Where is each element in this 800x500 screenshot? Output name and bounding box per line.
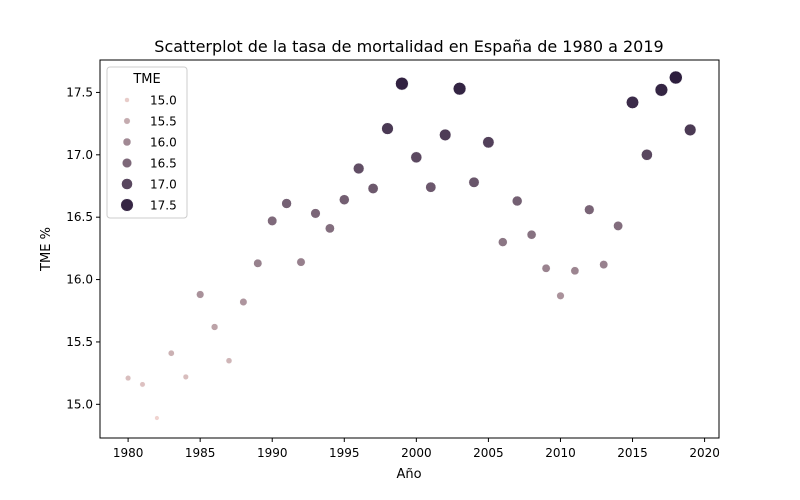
data-point	[167, 349, 175, 357]
x-tick-label: 2000	[401, 446, 432, 460]
data-point	[182, 373, 189, 380]
data-point	[196, 290, 205, 299]
x-tick-label: 2010	[545, 446, 576, 460]
data-point	[425, 181, 437, 193]
y-axis-label: TME %	[39, 227, 54, 272]
data-point	[684, 123, 697, 136]
y-tick-label: 15.5	[66, 335, 93, 349]
x-tick-label: 2020	[689, 446, 720, 460]
legend-label: 15.5	[150, 115, 177, 129]
data-point	[367, 183, 379, 194]
data-point	[267, 215, 278, 226]
data-point	[452, 82, 467, 96]
y-tick-label: 16.5	[66, 210, 93, 224]
x-tick-label: 2005	[473, 446, 504, 460]
y-tick-label: 15.0	[66, 397, 93, 411]
data-point	[253, 258, 263, 268]
x-tick-label: 1990	[257, 446, 288, 460]
data-point	[498, 237, 508, 247]
y-tick-label: 16.0	[66, 273, 93, 287]
data-point	[210, 323, 219, 331]
data-point	[669, 70, 683, 85]
x-tick-label: 1980	[113, 446, 144, 460]
legend-marker	[122, 137, 132, 147]
data-point	[239, 298, 248, 306]
data-point	[310, 208, 321, 219]
data-point	[125, 375, 132, 382]
data-point	[556, 291, 565, 300]
data-point	[154, 415, 160, 421]
x-axis-label: Año	[396, 467, 421, 482]
data-point	[468, 176, 480, 188]
data-point	[641, 149, 653, 161]
legend-title: TME	[132, 72, 160, 87]
data-point	[410, 151, 423, 164]
data-point	[395, 77, 409, 91]
legend-label: 15.0	[150, 94, 177, 108]
plot-frame	[99, 59, 720, 439]
x-tick-label: 1995	[329, 446, 360, 460]
legend: TME 15.0 15.5 16.0 16.5 17.0 17.5	[106, 66, 188, 219]
data-point	[225, 357, 233, 364]
data-point	[339, 194, 350, 205]
chart-title: Scatterplot de la tasa de mortalidad en …	[154, 37, 663, 56]
data-point	[381, 122, 394, 135]
legend-marker	[121, 157, 133, 169]
data-point	[482, 136, 495, 149]
legend-marker	[124, 97, 130, 103]
legend-marker	[120, 198, 134, 212]
data-point	[599, 260, 609, 270]
data-point	[584, 204, 595, 215]
x-tick-label: 2015	[617, 446, 648, 460]
data-point	[325, 223, 335, 234]
data-point	[541, 263, 551, 273]
data-point	[526, 229, 537, 240]
legend-label: 16.5	[150, 157, 177, 171]
data-point	[139, 381, 146, 388]
y-axis: 15.0 15.5 16.0 16.5 17.0 17.5	[66, 85, 100, 411]
legend-label: 16.0	[150, 136, 177, 150]
legend-label: 17.5	[150, 199, 177, 213]
legend-marker	[121, 178, 133, 190]
data-point	[570, 266, 580, 276]
data-point	[654, 83, 669, 97]
data-point	[613, 220, 624, 231]
points-layer	[125, 70, 697, 421]
data-point	[511, 195, 523, 207]
data-point	[296, 257, 306, 267]
y-tick-label: 17.5	[66, 85, 93, 99]
data-point	[281, 198, 292, 209]
x-axis: 1980 1985 1990 1995 2000 2005 2010 2015 2020	[113, 438, 720, 460]
data-point	[439, 128, 452, 141]
legend-marker	[123, 117, 131, 125]
legend-label: 17.0	[150, 178, 177, 192]
data-point	[626, 95, 639, 109]
x-tick-label: 1985	[185, 446, 216, 460]
y-tick-label: 17.0	[66, 148, 93, 162]
data-point	[353, 162, 365, 175]
